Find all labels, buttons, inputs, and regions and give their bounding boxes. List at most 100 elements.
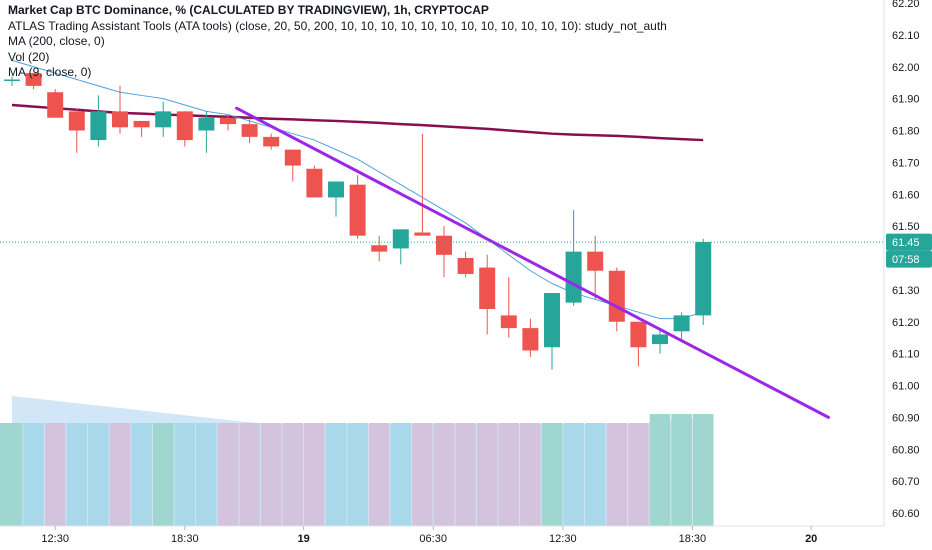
volume-bar — [23, 423, 44, 526]
y-tick-label: 61.50 — [892, 221, 920, 233]
volume-bar-edge — [0, 423, 2, 526]
candle — [176, 111, 193, 147]
price-badge: 61.45 — [886, 233, 932, 251]
candle-body — [263, 136, 280, 147]
trendline[interactable] — [235, 106, 830, 419]
candle — [241, 117, 258, 144]
countdown-label: 07:58 — [892, 254, 920, 266]
candle-body — [608, 270, 625, 322]
y-tick-label: 61.10 — [892, 349, 920, 361]
y-tick-label: 62.00 — [892, 62, 920, 74]
candle — [608, 267, 625, 332]
candle — [695, 238, 712, 325]
candle — [198, 111, 215, 153]
symbol-title[interactable]: Market Cap BTC Dominance, % (CALCULATED … — [8, 3, 489, 17]
volume-bar — [692, 414, 714, 526]
volume-bar — [282, 423, 304, 526]
y-tick-label: 62.20 — [892, 0, 920, 10]
y-tick-label: 61.90 — [892, 94, 920, 106]
candle-body — [436, 235, 452, 255]
candle-body — [284, 149, 301, 166]
time-axis[interactable]: 12:30 18:30 19 06:30 12:30 18:30 20 — [0, 525, 884, 545]
volume-bar — [520, 423, 541, 526]
countdown-badge: 07:58 — [886, 250, 932, 268]
volume-bar — [66, 423, 88, 526]
candle-body — [4, 79, 20, 81]
volume-bar — [1, 423, 23, 526]
x-tick-label: 12:30 — [41, 533, 69, 545]
y-tick-label: 61.60 — [892, 189, 920, 201]
indicator-volume[interactable]: Vol (20) — [8, 49, 50, 64]
candles — [4, 73, 712, 370]
candle — [284, 149, 301, 182]
volume-bar — [131, 423, 152, 526]
y-tick-label: 60.90 — [892, 412, 920, 424]
candle — [500, 277, 517, 338]
price-axis[interactable]: 62.20 62.10 62.00 61.90 61.80 61.70 61.60 61.50… — [883, 0, 920, 526]
x-tick-label: 19 — [297, 533, 309, 545]
y-tick-label: 61.70 — [892, 157, 920, 169]
volume-bar — [455, 423, 476, 526]
volume-bar — [260, 423, 282, 526]
candle — [565, 210, 582, 306]
candle-body — [479, 267, 496, 309]
candle — [220, 114, 236, 131]
volume-bar — [174, 423, 196, 526]
candle-body — [25, 73, 42, 86]
chart-legend: Market Cap BTC Dominance, % (CALCULATED … — [8, 3, 667, 81]
indicator-ma200[interactable]: MA (200, close, 0) — [8, 34, 105, 48]
candle — [371, 235, 388, 262]
volume-bars — [0, 396, 714, 526]
ma9-line — [11, 59, 704, 320]
volume-bar — [541, 423, 563, 526]
candle-body — [565, 251, 582, 303]
candle — [263, 133, 280, 150]
volume-bar — [44, 423, 66, 526]
candle-body — [155, 111, 172, 128]
x-tick-label: 18:30 — [171, 533, 199, 545]
candle-body — [673, 315, 690, 332]
candle-body — [328, 181, 344, 198]
candle — [68, 108, 85, 153]
volume-bar — [325, 423, 347, 526]
candle — [306, 165, 323, 198]
candle-body — [198, 117, 215, 131]
x-tick-label: 20 — [805, 533, 817, 545]
candle-body — [112, 111, 128, 128]
y-tick-label: 60.80 — [892, 444, 920, 456]
candle-body — [522, 328, 539, 351]
candle — [544, 293, 560, 370]
indicator-ata-tools[interactable]: ATLAS Trading Assistant Tools (ATA tools… — [8, 18, 667, 33]
y-tick-label: 60.70 — [892, 476, 920, 488]
candle — [414, 133, 431, 236]
volume-bar — [390, 423, 412, 526]
candle — [630, 321, 647, 367]
volume-bar — [584, 423, 606, 526]
volume-bar — [412, 423, 433, 526]
candle — [133, 120, 150, 137]
candle — [155, 101, 172, 137]
volume-bar — [304, 423, 325, 526]
indicator-ma9[interactable]: MA (9, close, 0) — [8, 65, 92, 79]
candle — [652, 328, 668, 354]
candle-body — [652, 334, 668, 345]
candle-body — [587, 251, 604, 271]
x-tick-label: 18:30 — [679, 533, 707, 545]
candle — [436, 226, 452, 278]
volume-bar — [152, 423, 174, 526]
candle-body — [68, 111, 85, 131]
candle — [328, 181, 344, 217]
candle-body — [349, 184, 366, 236]
x-tick-label: 12:30 — [549, 533, 577, 545]
y-tick-label: 61.20 — [892, 317, 920, 329]
candle-body — [306, 168, 323, 198]
volume-bar — [649, 414, 671, 526]
candle-body — [241, 124, 258, 137]
candle — [587, 235, 604, 300]
volume-bar — [628, 423, 649, 526]
candle-body — [392, 229, 409, 249]
candle — [457, 251, 474, 278]
y-tick-label: 61.30 — [892, 285, 920, 297]
volume-bar — [196, 423, 217, 526]
